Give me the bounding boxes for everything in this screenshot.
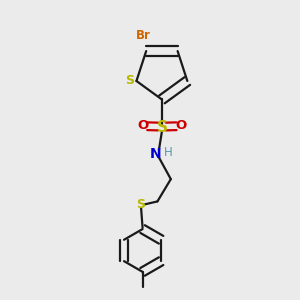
Text: S: S (125, 74, 134, 88)
Text: S: S (156, 120, 167, 135)
Text: O: O (176, 119, 187, 132)
Text: O: O (137, 119, 148, 132)
Text: H: H (164, 146, 173, 159)
Text: Br: Br (136, 28, 151, 42)
Text: S: S (136, 198, 146, 211)
Text: N: N (150, 147, 162, 161)
